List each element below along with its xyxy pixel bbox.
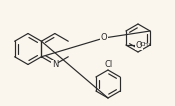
Text: O: O (136, 40, 142, 50)
Text: N: N (52, 60, 58, 69)
Text: CH₃: CH₃ (140, 43, 152, 47)
Text: Cl: Cl (105, 60, 113, 69)
Text: O: O (101, 33, 107, 43)
